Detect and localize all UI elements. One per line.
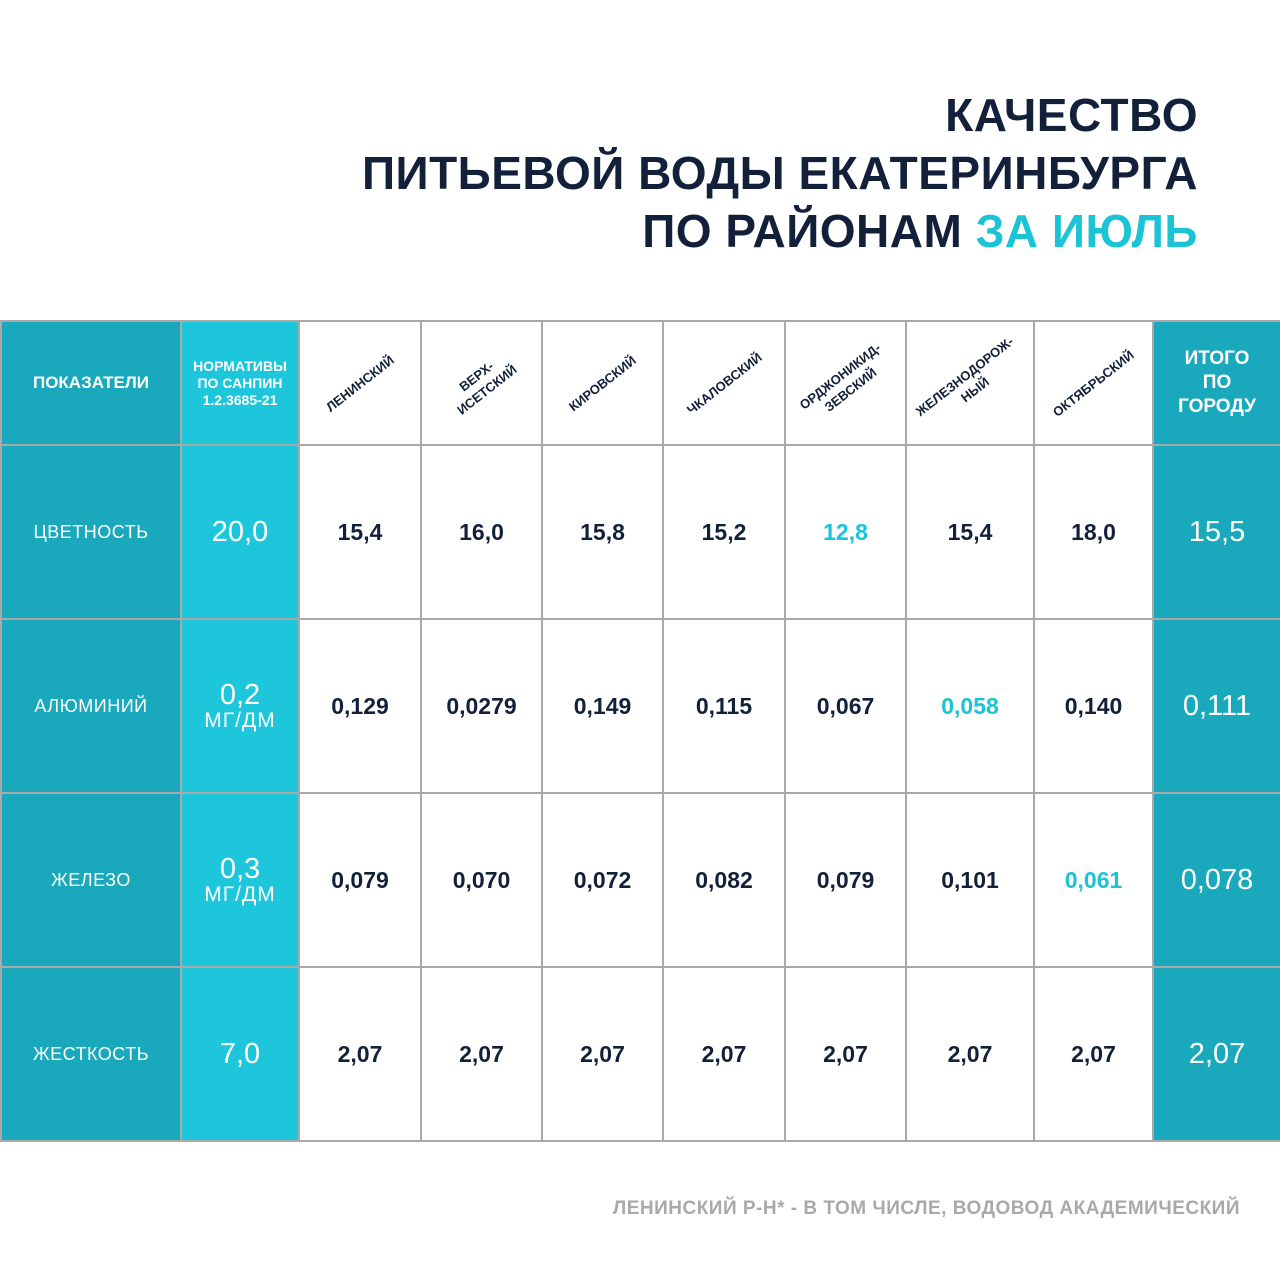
norm-unit: МГ/ДМ (204, 709, 276, 732)
district-value-cell: 16,0 (420, 444, 543, 620)
district-value-cell: 0,079 (784, 792, 907, 968)
district-value-cell: 2,07 (1033, 966, 1154, 1142)
title-line-3-main: ПО РАЙОНАМ (642, 205, 963, 257)
table-header-row: ПОКАЗАТЕЛИ НОРМАТИВЫ ПО САНПИН 1.2.3685-… (0, 320, 1280, 446)
city-total-cell: 2,07 (1152, 966, 1280, 1142)
norm-cell: 20,0 (180, 444, 300, 620)
header-indicators: ПОКАЗАТЕЛИ (0, 320, 182, 446)
indicator-label: ЖЕСТКОСТЬ (0, 966, 182, 1142)
district-value-cell: 15,2 (662, 444, 786, 620)
district-value-cell: 18,0 (1033, 444, 1154, 620)
header-norm: НОРМАТИВЫ ПО САНПИН 1.2.3685-21 (180, 320, 300, 446)
district-value-cell: 2,07 (298, 966, 422, 1142)
header-total-line: ИТОГО (1184, 348, 1250, 369)
norm-cell: 7,0 (180, 966, 300, 1142)
district-value-cell: 0,061 (1033, 792, 1154, 968)
indicator-label: ЦВЕТНОСТЬ (0, 444, 182, 620)
title-line-2: ПИТЬЕВОЙ ВОДЫ ЕКАТЕРИНБУРГА (361, 147, 1198, 199)
district-value-cell: 2,07 (905, 966, 1035, 1142)
city-total-cell: 0,078 (1152, 792, 1280, 968)
header-norm-line: 1.2.3685-21 (202, 391, 278, 408)
district-value-cell: 2,07 (541, 966, 664, 1142)
table-row: АЛЮМИНИЙ 0,2 МГ/ДМ 0,129 0,0279 0,149 0,115 0,0… (0, 618, 1280, 794)
district-label-line: ЛЕНИНСКИЙ (323, 351, 397, 415)
district-value-cell: 0,058 (905, 618, 1035, 794)
district-value-cell: 15,4 (905, 444, 1035, 620)
district-value-cell: 2,07 (784, 966, 907, 1142)
header-district-ordzhonikidzevsky: ОРДЖОНИКИД- ЗЕВСКИЙ (784, 320, 907, 446)
norm-cell: 0,2 МГ/ДМ (180, 618, 300, 794)
district-value-cell: 2,07 (420, 966, 543, 1142)
header-district-oktyabrsky: ОКТЯБРЬСКИЙ (1033, 320, 1154, 446)
district-label-line: ЖЕЛЕЗНОДОРОЖ- (913, 333, 1017, 420)
footnote: ЛЕНИНСКИЙ Р-Н* - В ТОМ ЧИСЛЕ, ВОДОВОД АК… (612, 1198, 1240, 1219)
norm-value: 7,0 (219, 1038, 261, 1070)
norm-value: 0,3 (219, 853, 261, 885)
district-value-cell: 0,082 (662, 792, 786, 968)
table-row: ЖЕСТКОСТЬ 7,0 2,07 2,07 2,07 2,07 2,07 2,07 2,07… (0, 966, 1280, 1142)
norm-unit: МГ/ДМ (204, 883, 276, 906)
table-row: ЦВЕТНОСТЬ 20,0 15,4 16,0 15,8 15,2 12,8 15,4 18,… (0, 444, 1280, 620)
header-total-line: ГОРОДУ (1178, 396, 1256, 417)
district-label-line: ОКТЯБРЬСКИЙ (1050, 346, 1137, 420)
district-value-cell: 0,140 (1033, 618, 1154, 794)
district-value-cell: 15,4 (298, 444, 422, 620)
city-total-cell: 15,5 (1152, 444, 1280, 620)
indicator-label: ЖЕЛЕЗО (0, 792, 182, 968)
district-value-cell: 0,129 (298, 618, 422, 794)
district-label-line: ЧКАЛОВСКИЙ (683, 349, 765, 417)
header-district-zheleznodorozhny: ЖЕЛЕЗНОДОРОЖ- НЫЙ (905, 320, 1035, 446)
header-norm-line: ПО САНПИН (197, 374, 283, 391)
norm-value: 20,0 (211, 516, 269, 548)
district-value-cell: 15,8 (541, 444, 664, 620)
district-value-cell: 0,070 (420, 792, 543, 968)
district-value-cell: 0,079 (298, 792, 422, 968)
norm-value: 0,2 (219, 679, 261, 711)
header-district-verkh-isetsky: ВЕРХ- ИСЕТСКИЙ (420, 320, 543, 446)
header-district-leninsky: ЛЕНИНСКИЙ (298, 320, 422, 446)
page-title: КАЧЕСТВО ПИТЬЕВОЙ ВОДЫ ЕКАТЕРИНБУРГА ПО … (362, 86, 1198, 260)
district-value-cell: 0,072 (541, 792, 664, 968)
title-accent-period: ЗА ИЮЛЬ (975, 205, 1198, 257)
district-value-cell: 0,101 (905, 792, 1035, 968)
district-value-cell: 0,149 (541, 618, 664, 794)
title-line-1: КАЧЕСТВО (945, 89, 1198, 141)
header-total: ИТОГО ПО ГОРОДУ (1152, 320, 1280, 446)
city-total-cell: 0,111 (1152, 618, 1280, 794)
header-district-chkalovsky: ЧКАЛОВСКИЙ (662, 320, 786, 446)
indicator-label: АЛЮМИНИЙ (0, 618, 182, 794)
header-district-kirovsky: КИРОВСКИЙ (541, 320, 664, 446)
header-norm-line: НОРМАТИВЫ (193, 357, 287, 374)
water-quality-table: ПОКАЗАТЕЛИ НОРМАТИВЫ ПО САНПИН 1.2.3685-… (0, 320, 1280, 1142)
title-line-3: ПО РАЙОНАМ ЗА ИЮЛЬ (362, 202, 1198, 260)
district-value-cell: 12,8 (784, 444, 907, 620)
district-value-cell: 0,115 (662, 618, 786, 794)
header-total-line: ПО (1202, 372, 1232, 393)
table-row: ЖЕЛЕЗО 0,3 МГ/ДМ 0,079 0,070 0,072 0,082 0,079 0… (0, 792, 1280, 968)
norm-cell: 0,3 МГ/ДМ (180, 792, 300, 968)
district-value-cell: 0,0279 (420, 618, 543, 794)
district-value-cell: 2,07 (662, 966, 786, 1142)
table-body: ЦВЕТНОСТЬ 20,0 15,4 16,0 15,8 15,2 12,8 15,4 18,… (0, 444, 1280, 1142)
district-label-line: КИРОВСКИЙ (566, 352, 639, 414)
district-value-cell: 0,067 (784, 618, 907, 794)
